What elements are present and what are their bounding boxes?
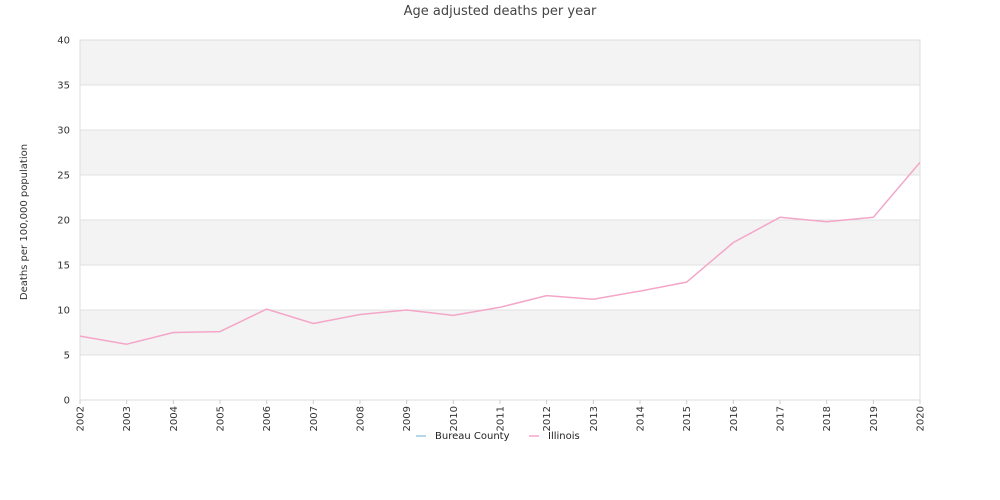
chart-title: Age adjusted deaths per year [404, 4, 597, 19]
x-axis-ticks: 2002 2003 2004 2005 2006 2007 2008 2009 2010 2011… [76, 400, 927, 431]
x-tick-label: 2014 [636, 406, 647, 431]
x-tick-label: 2006 [262, 406, 273, 431]
x-tick-label: 2007 [309, 406, 320, 431]
y-tick-label: 35 [57, 81, 70, 92]
grid-band [80, 310, 920, 355]
x-tick-label: 2011 [496, 406, 507, 431]
grid-band [80, 220, 920, 265]
grid-band [80, 355, 920, 400]
x-tick-label: 2004 [169, 406, 180, 431]
x-tick-label: 2013 [589, 406, 600, 431]
y-tick-label: 25 [57, 171, 70, 182]
y-tick-label: 30 [57, 126, 70, 137]
grid-band [80, 130, 920, 175]
grid-bands [80, 40, 920, 400]
y-axis-ticks: 0 5 10 15 20 25 30 35 40 [57, 36, 70, 407]
y-tick-label: 15 [57, 261, 70, 272]
x-tick-label: 2008 [356, 406, 367, 431]
grid-band [80, 40, 920, 85]
x-tick-label: 2003 [122, 406, 133, 431]
series-layer [79, 161, 921, 345]
legend-label-bureau-county: Bureau County [435, 431, 510, 442]
y-axis-label: Deaths per 100,000 population [19, 144, 30, 300]
grid-band [80, 265, 920, 310]
x-tick-label: 2018 [822, 406, 833, 431]
x-tick-label: 2005 [216, 406, 227, 431]
x-tick-label: 2020 [916, 406, 927, 431]
y-tick-label: 40 [57, 36, 70, 47]
y-tick-label: 20 [57, 216, 70, 227]
legend: Bureau County Illinois [416, 431, 580, 442]
y-tick-label: 10 [57, 306, 70, 317]
y-tick-label: 5 [64, 351, 70, 362]
series-line-illinois [79, 161, 921, 345]
x-tick-label: 2012 [542, 406, 553, 431]
x-tick-label: 2017 [776, 406, 787, 431]
grid-band [80, 85, 920, 130]
x-tick-label: 2002 [76, 406, 87, 431]
x-tick-label: 2009 [402, 406, 413, 431]
x-tick-label: 2019 [869, 406, 880, 431]
grid-band [80, 175, 920, 220]
legend-label-illinois: Illinois [548, 431, 580, 442]
x-tick-label: 2010 [449, 406, 460, 431]
x-tick-label: 2015 [682, 406, 693, 431]
y-tick-label: 0 [64, 396, 70, 407]
x-tick-label: 2016 [729, 406, 740, 431]
